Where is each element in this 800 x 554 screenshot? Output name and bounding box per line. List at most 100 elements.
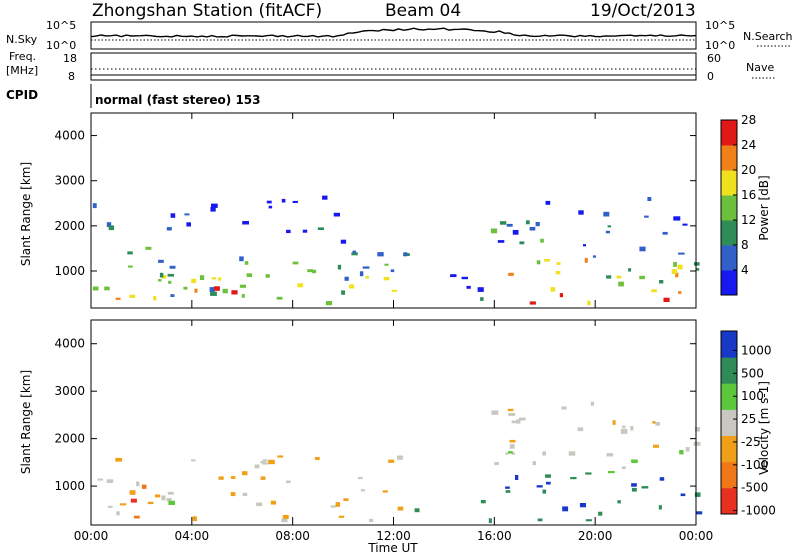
echo-cell (159, 272, 164, 278)
colorbar-swatch (721, 270, 737, 296)
echo-cell (662, 231, 668, 235)
colorbar-tick-label: -100 (741, 458, 768, 472)
colorbar-tick-label: 20 (741, 163, 756, 177)
colorbar-tick-label: 500 (741, 366, 764, 380)
echo-cell (343, 498, 349, 501)
echo-cell (556, 262, 561, 265)
nsky-trace (90, 27, 697, 41)
echo-cell (218, 476, 224, 480)
colorbar-tick-label: -1000 (741, 504, 776, 518)
echo-cell (349, 284, 355, 289)
echo-cell (134, 515, 140, 519)
echo-cell (168, 280, 172, 284)
echo-cell (337, 264, 342, 270)
echo-cell (585, 472, 592, 475)
echo-cell (338, 515, 345, 518)
echo-cell (491, 410, 499, 415)
echo-cell (414, 508, 420, 513)
echo-cell (302, 229, 308, 233)
colorbar-tick-label: -25 (741, 435, 761, 449)
echo-cell (184, 213, 190, 216)
echo-cell (655, 422, 660, 426)
freq-tick-hi: 18 (63, 52, 77, 65)
echo-cell (592, 255, 596, 258)
freq-label: Freq. (9, 50, 36, 63)
colorbar-tick-label: 1000 (741, 343, 772, 357)
echo-cell (360, 489, 365, 492)
echo-cell (108, 225, 114, 231)
echo-cell (403, 252, 408, 257)
echo-cell (161, 495, 166, 501)
echo-cell (509, 444, 515, 449)
echo-cell (335, 502, 341, 507)
echo-cell (694, 492, 701, 497)
x-tick-label: 20:00 (578, 529, 613, 543)
echo-cell (653, 444, 659, 448)
echo-cell (211, 203, 218, 208)
echo-cell (505, 490, 511, 493)
echo-cell (246, 273, 253, 277)
echo-cell (222, 288, 228, 294)
echo-cell (585, 519, 592, 522)
y-tick-label: 4000 (54, 337, 85, 351)
echo-cell (362, 266, 370, 269)
echo-cell (695, 268, 700, 271)
echo-cell (675, 272, 679, 278)
colorbar-swatch (721, 487, 737, 515)
echo-cell (659, 477, 665, 481)
echo-cell (544, 259, 550, 262)
echo-cell (679, 450, 684, 455)
echo-cell (529, 226, 536, 231)
colorbar-tick-label: 25 (741, 412, 756, 426)
echo-cell (92, 203, 97, 209)
echo-cell (598, 511, 603, 516)
echo-cell (617, 500, 621, 504)
echo-cell (128, 265, 133, 268)
y-tick-label: 2000 (54, 432, 85, 446)
echo-cell (314, 457, 320, 461)
velocity-plot-area (97, 401, 703, 524)
echo-cell (477, 287, 484, 292)
echo-cell (397, 506, 404, 511)
echo-cell (631, 487, 637, 492)
nsearch-tick-lo: 10^0 (705, 39, 735, 52)
echo-cell (242, 221, 249, 225)
power-panel: 1000 2000 3000 4000 Slant Range [km] (19, 112, 700, 309)
echo-cell (536, 485, 543, 488)
colorbar-swatch (721, 195, 737, 221)
colorbar-swatch (721, 220, 737, 246)
power-colorbar: 4 8 12 16 20 24 28 Power [dB] (720, 113, 771, 296)
echo-cell (490, 228, 498, 234)
echo-cell (277, 455, 284, 458)
freq-tick-lo: 8 (68, 70, 75, 83)
colorbar-swatch (721, 245, 737, 271)
echo-cell (158, 279, 162, 282)
echo-cell (509, 439, 516, 443)
echo-cell (584, 257, 588, 263)
echo-cell (136, 481, 140, 487)
echo-cell (344, 276, 349, 281)
time-axis-label: Time UT (367, 541, 418, 554)
echo-cell (391, 289, 398, 292)
echo-cell (377, 252, 384, 257)
echo-cell (630, 426, 634, 431)
echo-cell (537, 518, 543, 522)
echo-cell (550, 287, 556, 292)
echo-cell (127, 251, 133, 255)
echo-cell (330, 505, 337, 508)
echo-cell (678, 291, 682, 294)
nave-label: Nave (746, 61, 774, 74)
echo-cell (382, 490, 388, 493)
echo-cell (499, 221, 507, 225)
echo-cell (166, 498, 172, 502)
echo-cell (239, 256, 244, 262)
echo-cell (516, 419, 521, 424)
echo-cell (508, 272, 514, 276)
echo-cell (390, 269, 395, 273)
echo-cell (497, 240, 505, 243)
echo-cell (384, 263, 389, 266)
echo-cell (325, 301, 333, 306)
velocity-panel: 1000 2000 3000 4000 Slant Range [km] (19, 319, 703, 526)
echo-cell (525, 220, 530, 225)
